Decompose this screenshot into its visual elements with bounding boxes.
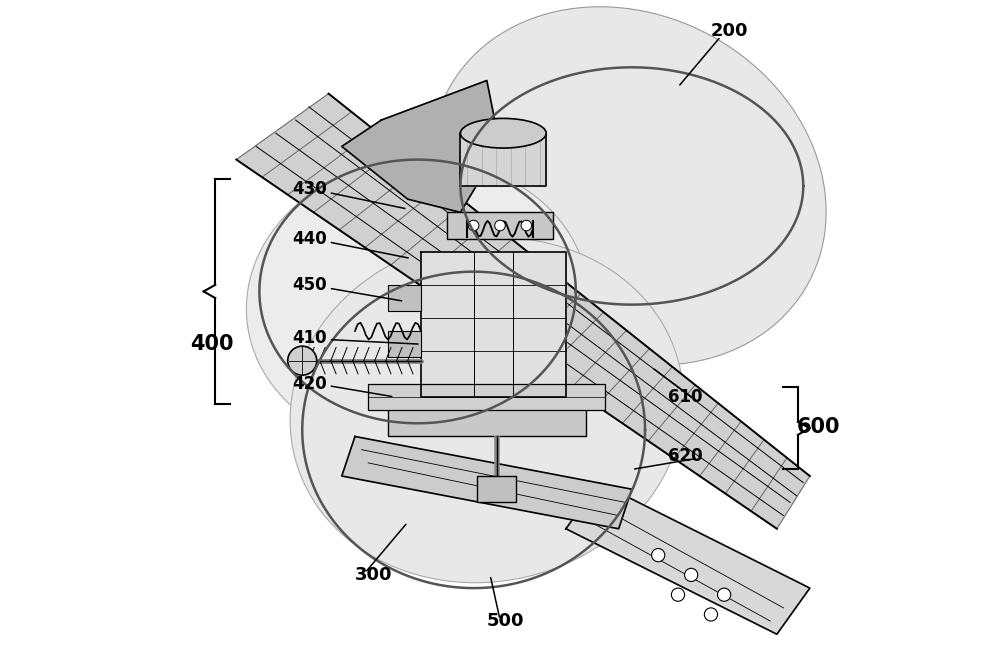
Polygon shape — [342, 436, 632, 529]
Ellipse shape — [290, 238, 684, 583]
Text: 620: 620 — [668, 448, 703, 465]
Polygon shape — [421, 252, 566, 397]
Circle shape — [288, 346, 317, 375]
Text: 400: 400 — [190, 334, 234, 354]
Polygon shape — [477, 476, 516, 502]
Polygon shape — [447, 213, 553, 239]
Ellipse shape — [431, 7, 826, 365]
Polygon shape — [388, 285, 421, 311]
Text: 300: 300 — [355, 566, 392, 584]
Polygon shape — [342, 81, 500, 213]
Text: 440: 440 — [292, 230, 327, 248]
Circle shape — [685, 568, 698, 581]
Polygon shape — [368, 384, 605, 410]
Circle shape — [521, 220, 532, 231]
Text: 610: 610 — [668, 388, 703, 406]
Polygon shape — [388, 331, 421, 357]
Polygon shape — [236, 94, 810, 529]
Circle shape — [704, 608, 718, 621]
Circle shape — [671, 588, 685, 601]
Circle shape — [468, 220, 479, 231]
Text: 430: 430 — [292, 180, 327, 198]
Ellipse shape — [246, 160, 589, 450]
Polygon shape — [460, 133, 546, 186]
Text: 410: 410 — [292, 328, 327, 347]
Circle shape — [652, 549, 665, 562]
Ellipse shape — [460, 118, 546, 148]
Polygon shape — [388, 397, 586, 436]
Polygon shape — [566, 483, 810, 634]
Circle shape — [495, 220, 505, 231]
Text: 600: 600 — [797, 416, 840, 436]
Text: 200: 200 — [711, 22, 748, 40]
Text: 420: 420 — [292, 375, 327, 393]
Text: 450: 450 — [292, 276, 327, 294]
Text: 500: 500 — [487, 612, 524, 630]
Circle shape — [718, 588, 731, 601]
